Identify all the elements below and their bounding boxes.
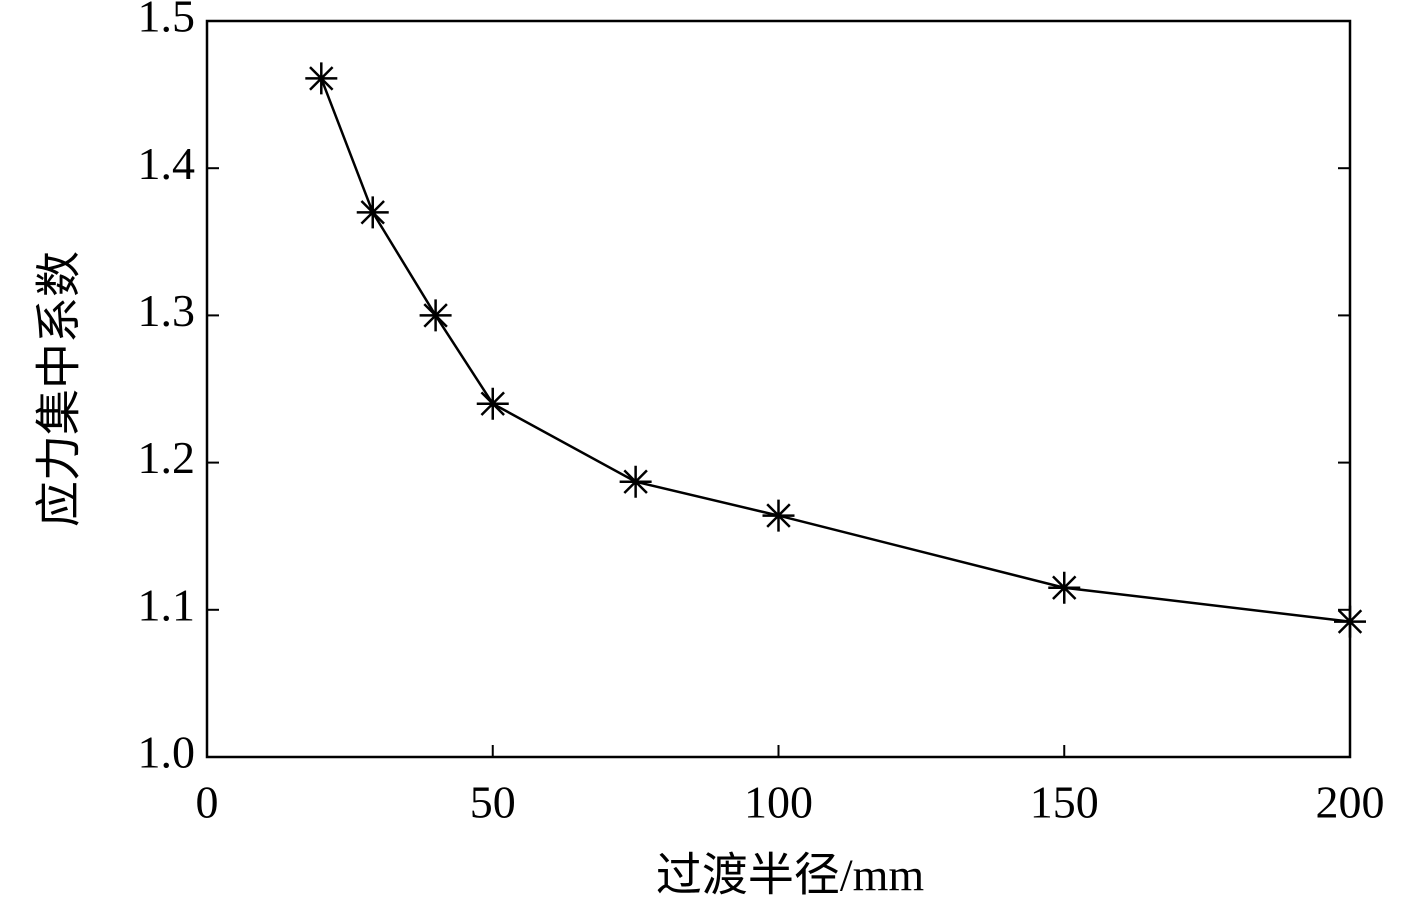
x-tick-label: 50 xyxy=(470,777,516,828)
y-tick-label: 1.5 xyxy=(138,0,196,42)
marker xyxy=(419,299,452,332)
x-tick-label: 100 xyxy=(744,777,813,828)
marker xyxy=(476,387,509,420)
y-tick-label: 1.3 xyxy=(138,285,196,336)
x-axis-label: 过渡半径/mm xyxy=(656,850,925,901)
marker xyxy=(762,499,795,532)
y-tick-label: 1.1 xyxy=(138,579,196,630)
marker xyxy=(1334,605,1366,638)
x-tick-label: 150 xyxy=(1030,777,1099,828)
marker xyxy=(305,62,338,95)
marker xyxy=(356,196,389,229)
plot-frame xyxy=(205,19,1352,759)
y-tick-label: 1.0 xyxy=(138,727,196,778)
data-line xyxy=(320,77,1351,623)
y-tick-label: 1.2 xyxy=(138,432,196,483)
y-axis-label: 应力集中系数 xyxy=(34,251,85,527)
x-tick-label: 0 xyxy=(196,777,219,828)
x-tick-label: 200 xyxy=(1316,777,1385,828)
marker xyxy=(1048,571,1081,604)
marker xyxy=(619,465,652,498)
y-tick-label: 1.4 xyxy=(138,138,196,189)
